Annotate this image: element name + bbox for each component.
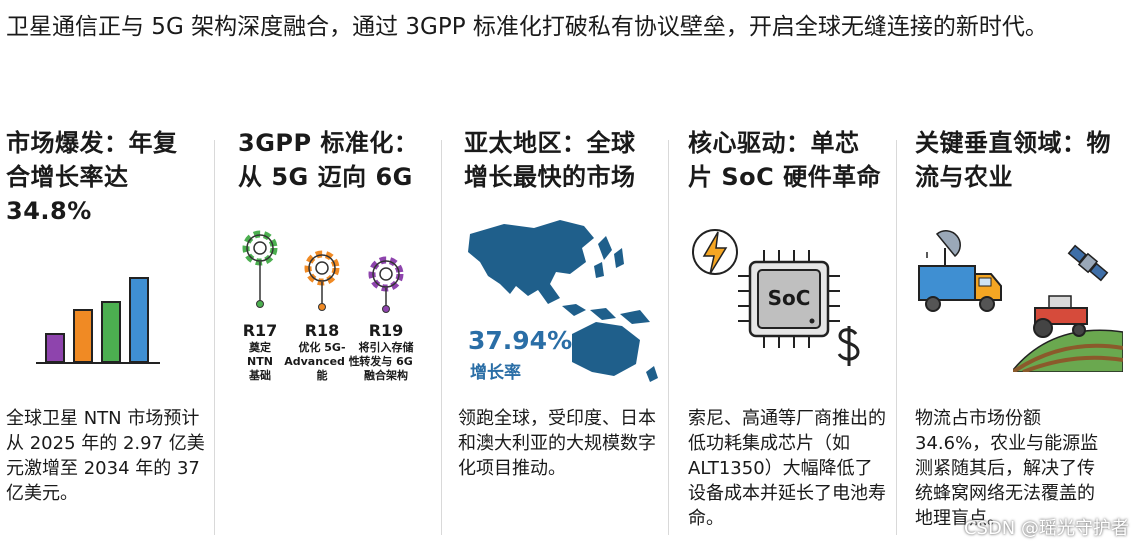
headline: 卫星通信正与 5G 架构深度融合，通过 3GPP 标准化打破私有协议壁垒，开启全… xyxy=(6,14,1048,40)
r18-desc: 优化 5G-Advanced 性能 xyxy=(284,341,360,382)
market-column: 市场爆发：年复合增长率达 34.8% 全球卫星 NTN 市场预计从 2025 年… xyxy=(6,126,206,538)
verticals-column: 关键垂直领域：物流与农业 物流占市场份额 34.6%，农业与能源监测紧随其后，解… xyxy=(915,126,1130,538)
soc-text: 索尼、高通等厂商推出的低功耗集成芯片（如 ALT1350）大幅降低了设备成本并延… xyxy=(688,408,886,529)
soc-column: 核心驱动：单芯片 SoC 硬件革命 SoC 索尼、高通等厂商推出的低功耗集成芯片… xyxy=(688,126,888,538)
divider xyxy=(896,140,897,535)
apac-column: 亚太地区：全球增长最快的市场 37.94% 增长率 领跑全球，受印度、日本和澳大… xyxy=(458,126,664,538)
soc-title: 核心驱动：单芯片 SoC 硬件革命 xyxy=(688,129,882,191)
market-title: 市场爆发：年复合增长率达 34.8% xyxy=(6,129,178,225)
r18-gear-icon xyxy=(304,250,340,311)
divider xyxy=(441,140,442,535)
verticals-text: 物流占市场份额 34.6%，农业与能源监测紧随其后，解决了传统蜂窝网络无法覆盖的… xyxy=(915,408,1099,529)
asia-pacific-map-icon xyxy=(468,220,658,382)
3gpp-column: 3GPP 标准化：从 5G 迈向 6G R17 奠定 NTN 基础 R18 优化… xyxy=(238,126,438,538)
apac-growth-rate: 37.94% xyxy=(468,326,573,355)
r19-gear-icon xyxy=(368,256,404,313)
satellite-dish-truck-icon xyxy=(918,230,1002,312)
satellite-icon xyxy=(1067,244,1109,282)
r17-gear-icon xyxy=(242,230,278,308)
watermark: CSDN @瑶光守护者 xyxy=(963,518,1129,539)
apac-title: 亚太地区：全球增长最快的市场 xyxy=(464,129,636,191)
r17-label: R17 奠定 NTN 基础 xyxy=(220,321,300,383)
divider xyxy=(214,140,215,535)
r19-code: R19 xyxy=(368,321,404,340)
apac-growth-label: 增长率 xyxy=(470,363,521,383)
verticals-title: 关键垂直领域：物流与农业 xyxy=(915,129,1111,191)
lightning-bolt-icon xyxy=(692,229,738,275)
soc-chip-icon xyxy=(738,250,840,348)
r17-desc: 奠定 NTN 基础 xyxy=(247,341,273,382)
r18-label: R18 优化 5G-Advanced 性能 xyxy=(282,321,362,383)
tractor-farm-icon xyxy=(1013,295,1123,372)
r17-code: R17 xyxy=(242,321,278,340)
r19-desc: 将引入存储转发与 6G 融合架构 xyxy=(358,341,414,382)
market-text: 全球卫星 NTN 市场预计从 2025 年的 2.97 亿美元激增至 2034 … xyxy=(6,408,205,504)
apac-text: 领跑全球，受印度、日本和澳大利亚的大规模数字化项目推动。 xyxy=(458,408,656,479)
soc-chip-label: SoC xyxy=(767,286,811,310)
r18-code: R18 xyxy=(304,321,340,340)
dollar-icon xyxy=(837,326,860,366)
growth-bar-chart-icon xyxy=(36,277,160,364)
r19-label: R19 将引入存储转发与 6G 融合架构 xyxy=(346,321,426,383)
divider xyxy=(668,140,669,535)
3gpp-title: 3GPP 标准化：从 5G 迈向 6G xyxy=(238,129,419,191)
